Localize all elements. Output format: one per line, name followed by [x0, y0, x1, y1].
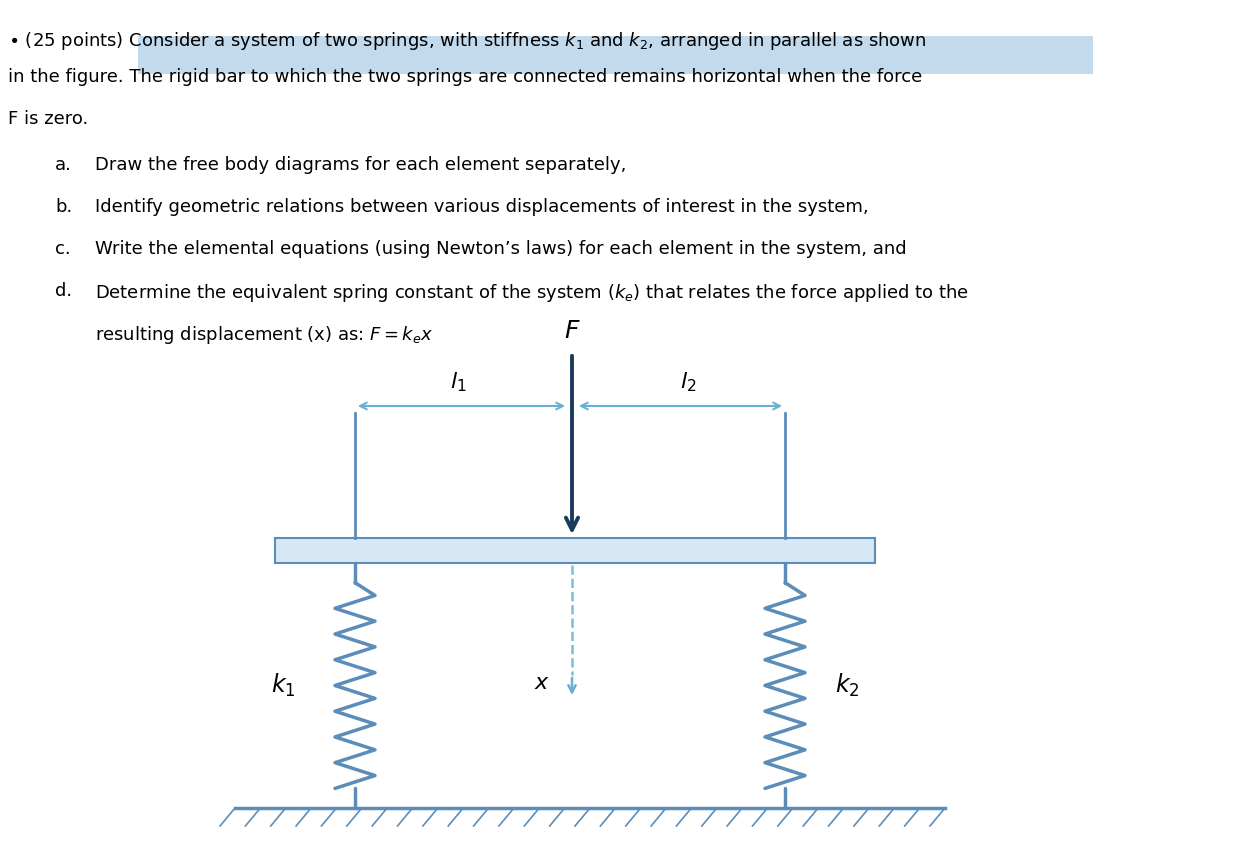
Text: $l_2$: $l_2$ — [681, 371, 697, 394]
Text: $\bullet$ (25 points) Consider a system of two springs, with stiffness $k_1$ and: $\bullet$ (25 points) Consider a system … — [7, 30, 926, 52]
Text: b.: b. — [54, 198, 72, 216]
Text: a.: a. — [54, 156, 72, 174]
Text: $l_1$: $l_1$ — [451, 371, 467, 394]
Text: $x$: $x$ — [534, 673, 550, 693]
Text: Determine the equivalent spring constant of the system ($k_e$) that relates the : Determine the equivalent spring constant… — [95, 282, 969, 304]
Text: Draw the free body diagrams for each element separately,: Draw the free body diagrams for each ele… — [95, 156, 626, 174]
Text: d.: d. — [54, 282, 72, 300]
Text: $F$: $F$ — [563, 319, 581, 343]
Text: $k_2$: $k_2$ — [834, 672, 859, 699]
Text: $k_1$: $k_1$ — [271, 672, 296, 699]
Text: Write the elemental equations (using Newton’s laws) for each element in the syst: Write the elemental equations (using New… — [95, 240, 906, 258]
Text: c.: c. — [54, 240, 71, 258]
Text: in the figure. The rigid bar to which the two springs are connected remains hori: in the figure. The rigid bar to which th… — [7, 68, 922, 86]
Text: Identify geometric relations between various displacements of interest in the sy: Identify geometric relations between var… — [95, 198, 869, 216]
Text: F is zero.: F is zero. — [7, 110, 88, 128]
Bar — [137, 36, 1093, 74]
Bar — [275, 538, 875, 563]
Text: resulting displacement (x) as: $F = k_e x$: resulting displacement (x) as: $F = k_e … — [95, 324, 433, 346]
